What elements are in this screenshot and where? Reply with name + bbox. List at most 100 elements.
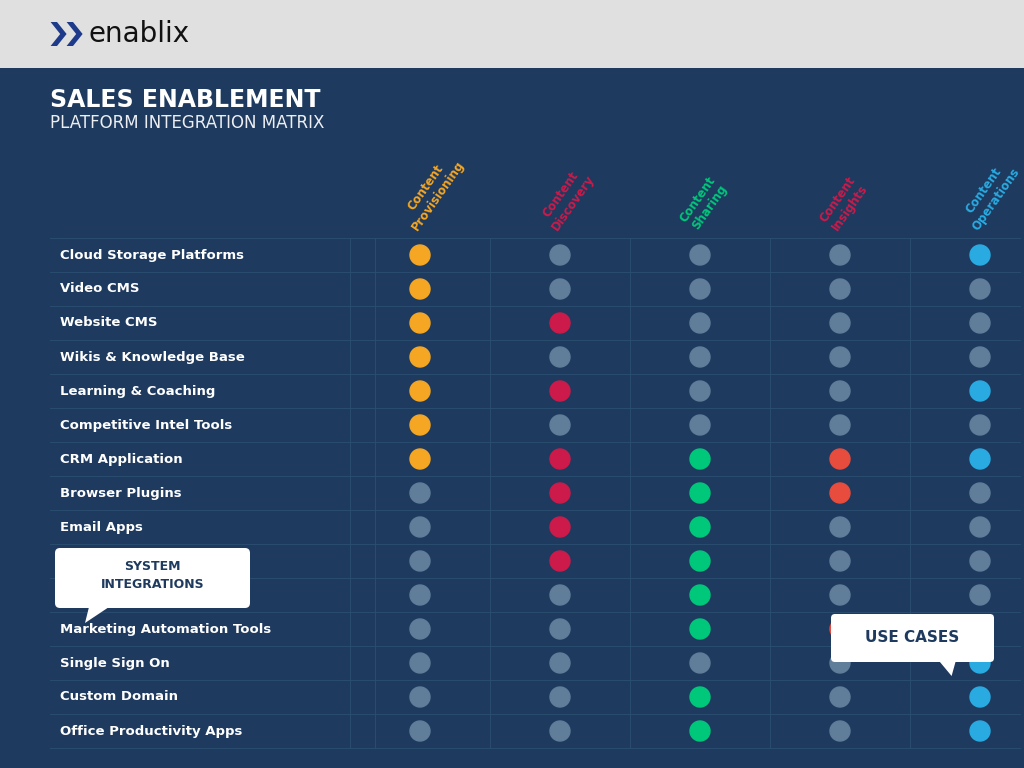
Circle shape: [970, 449, 990, 469]
Circle shape: [410, 653, 430, 673]
Circle shape: [550, 347, 570, 367]
Circle shape: [970, 619, 990, 639]
Circle shape: [690, 483, 710, 503]
Circle shape: [830, 415, 850, 435]
Polygon shape: [50, 22, 67, 46]
FancyBboxPatch shape: [831, 614, 994, 662]
Circle shape: [970, 653, 990, 673]
Text: Website CMS: Website CMS: [60, 316, 158, 329]
Circle shape: [970, 279, 990, 299]
Circle shape: [410, 517, 430, 537]
Text: PLATFORM INTEGRATION MATRIX: PLATFORM INTEGRATION MATRIX: [50, 114, 325, 132]
Circle shape: [830, 313, 850, 333]
Circle shape: [550, 687, 570, 707]
Text: Email Marketing Apps: Email Marketing Apps: [60, 588, 223, 601]
Circle shape: [830, 449, 850, 469]
Circle shape: [690, 245, 710, 265]
Circle shape: [690, 415, 710, 435]
Circle shape: [410, 551, 430, 571]
Circle shape: [410, 687, 430, 707]
Circle shape: [690, 721, 710, 741]
Circle shape: [830, 653, 850, 673]
Circle shape: [970, 551, 990, 571]
Circle shape: [550, 279, 570, 299]
Circle shape: [410, 347, 430, 367]
Circle shape: [970, 517, 990, 537]
Text: Office Productivity Apps: Office Productivity Apps: [60, 724, 243, 737]
Circle shape: [690, 653, 710, 673]
Circle shape: [830, 551, 850, 571]
Circle shape: [550, 551, 570, 571]
FancyBboxPatch shape: [55, 548, 250, 608]
Circle shape: [830, 585, 850, 605]
Text: Single Sign On: Single Sign On: [60, 657, 170, 670]
Circle shape: [410, 449, 430, 469]
Circle shape: [550, 449, 570, 469]
Circle shape: [970, 483, 990, 503]
Circle shape: [410, 619, 430, 639]
Circle shape: [970, 721, 990, 741]
Circle shape: [830, 381, 850, 401]
Circle shape: [690, 313, 710, 333]
Circle shape: [970, 313, 990, 333]
Circle shape: [550, 381, 570, 401]
Text: Content
Operations: Content Operations: [957, 157, 1022, 233]
Text: enablix: enablix: [89, 20, 190, 48]
Polygon shape: [937, 658, 956, 676]
Circle shape: [550, 415, 570, 435]
Text: Content
Sharing: Content Sharing: [677, 174, 730, 233]
Circle shape: [550, 313, 570, 333]
Polygon shape: [67, 22, 83, 46]
Text: SALES ENABLEMENT: SALES ENABLEMENT: [50, 88, 321, 112]
Circle shape: [830, 619, 850, 639]
Circle shape: [550, 653, 570, 673]
Circle shape: [690, 449, 710, 469]
Polygon shape: [85, 603, 115, 623]
Circle shape: [550, 585, 570, 605]
Circle shape: [970, 415, 990, 435]
Text: Marketing Automation Tools: Marketing Automation Tools: [60, 623, 271, 635]
Circle shape: [690, 619, 710, 639]
Text: Sales Engagement Apps: Sales Engagement Apps: [60, 554, 241, 568]
Circle shape: [410, 721, 430, 741]
Circle shape: [550, 483, 570, 503]
Circle shape: [690, 517, 710, 537]
Circle shape: [410, 483, 430, 503]
Text: Custom Domain: Custom Domain: [60, 690, 178, 703]
Circle shape: [970, 687, 990, 707]
Circle shape: [830, 517, 850, 537]
Circle shape: [690, 585, 710, 605]
Circle shape: [410, 279, 430, 299]
Circle shape: [970, 245, 990, 265]
Text: USE CASES: USE CASES: [865, 631, 959, 645]
Text: Cloud Storage Platforms: Cloud Storage Platforms: [60, 249, 244, 261]
Circle shape: [410, 585, 430, 605]
Circle shape: [690, 347, 710, 367]
Text: Competitive Intel Tools: Competitive Intel Tools: [60, 419, 232, 432]
Text: Content
Insights: Content Insights: [817, 174, 870, 233]
Circle shape: [690, 687, 710, 707]
Circle shape: [830, 347, 850, 367]
Bar: [0, 0, 1024, 68]
Circle shape: [550, 245, 570, 265]
Circle shape: [550, 517, 570, 537]
Circle shape: [690, 551, 710, 571]
Circle shape: [830, 245, 850, 265]
Text: Email Apps: Email Apps: [60, 521, 143, 534]
Circle shape: [970, 585, 990, 605]
Circle shape: [410, 245, 430, 265]
Text: Content
Provisioning: Content Provisioning: [397, 150, 467, 233]
Circle shape: [690, 279, 710, 299]
Circle shape: [550, 721, 570, 741]
Circle shape: [830, 483, 850, 503]
Text: Learning & Coaching: Learning & Coaching: [60, 385, 215, 398]
Text: Video CMS: Video CMS: [60, 283, 139, 296]
Circle shape: [410, 415, 430, 435]
Text: Content
Discovery: Content Discovery: [537, 164, 597, 233]
Circle shape: [550, 619, 570, 639]
Text: Browser Plugins: Browser Plugins: [60, 486, 181, 499]
Circle shape: [410, 313, 430, 333]
Circle shape: [410, 381, 430, 401]
Text: Wikis & Knowledge Base: Wikis & Knowledge Base: [60, 350, 245, 363]
Circle shape: [970, 347, 990, 367]
